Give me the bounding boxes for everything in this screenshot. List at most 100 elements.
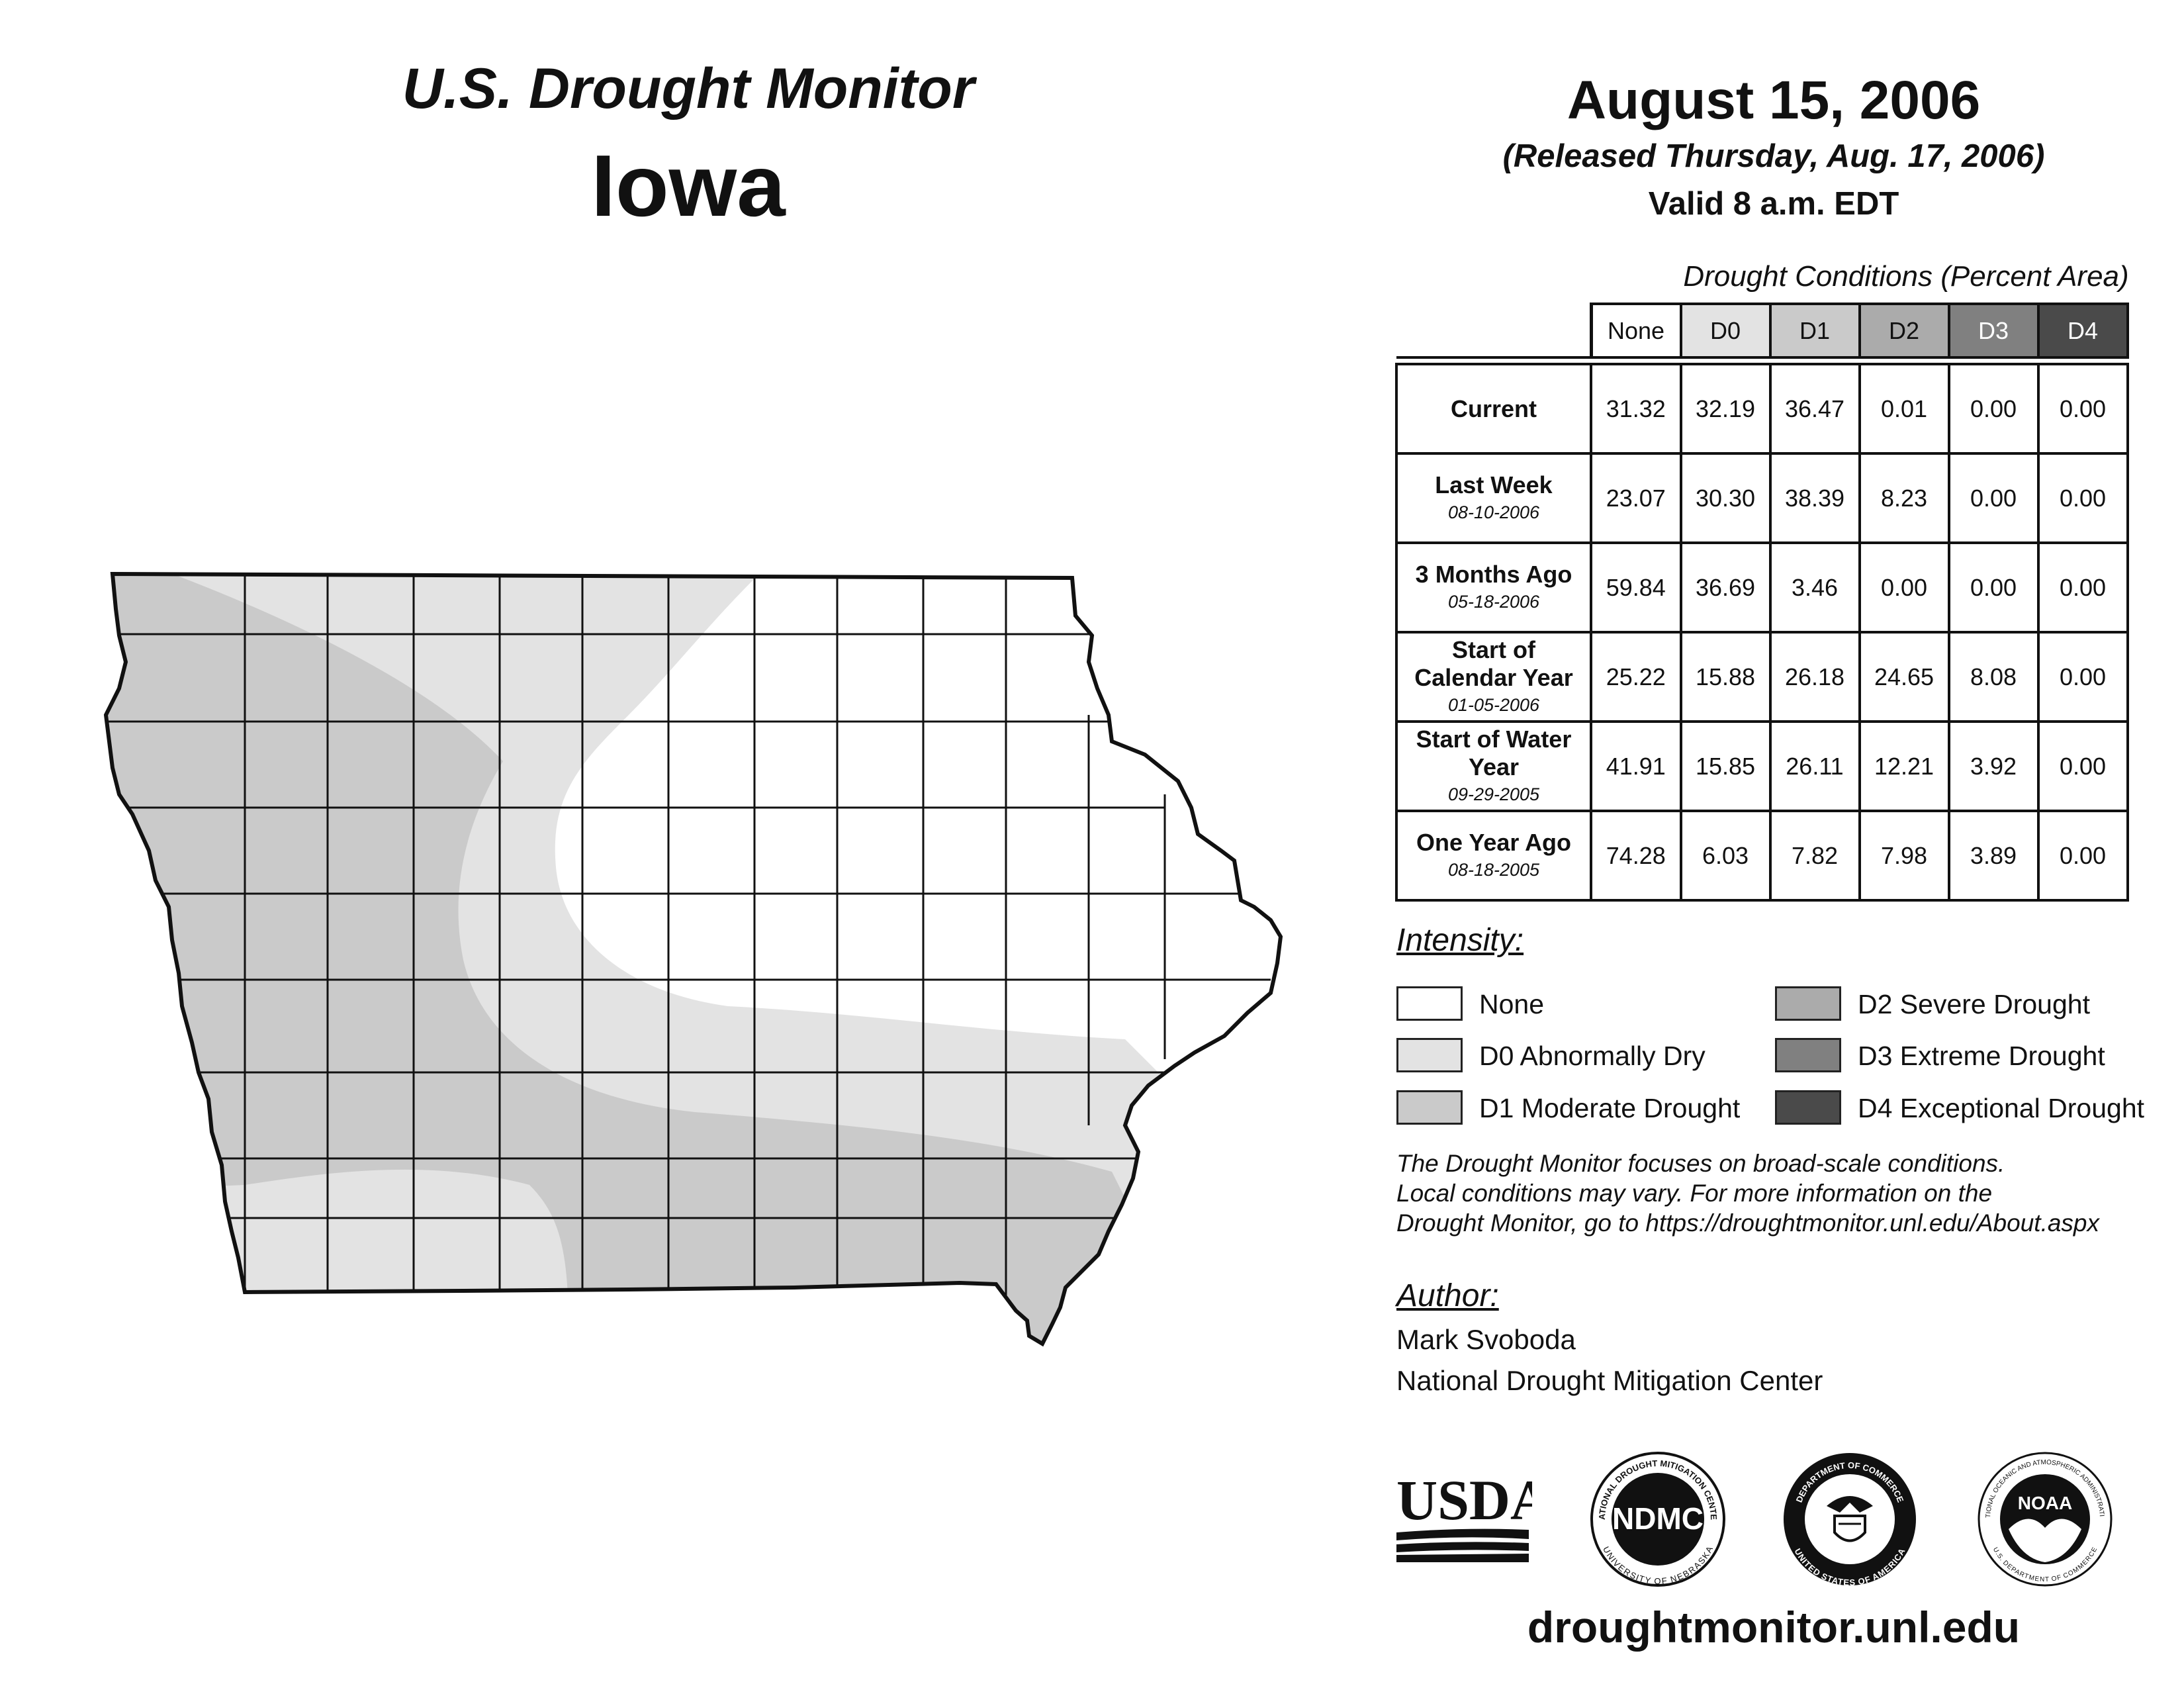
table-cell: 3.92 bbox=[1947, 720, 2040, 812]
table-cell: 0.00 bbox=[2036, 720, 2129, 812]
table-cell: 0.00 bbox=[1947, 363, 2040, 455]
row-label: Current bbox=[1395, 363, 1592, 455]
row-date: 08-10-2006 bbox=[1447, 502, 1540, 522]
iowa-drought-map bbox=[103, 571, 1283, 1347]
table-cell: 0.00 bbox=[2036, 452, 2129, 544]
row-label-text: One Year Ago bbox=[1416, 828, 1572, 856]
website-url[interactable]: droughtmonitor.unl.edu bbox=[1527, 1603, 2021, 1652]
table-row: Last Week 08-10-2006 23.07 30.30 38.39 8.23 0.… bbox=[1395, 452, 2129, 544]
table-cell: 25.22 bbox=[1590, 631, 1682, 723]
row-label-text: Start of Water Year bbox=[1416, 725, 1572, 780]
table-row: Current 31.32 32.19 36.47 0.01 0.00 0.00 bbox=[1395, 363, 2129, 455]
table-row: Start of Water Year 09-29-2005 41.91 15.85 2… bbox=[1395, 720, 2129, 812]
row-label-text: Last Week bbox=[1435, 471, 1553, 498]
legend-label: None bbox=[1479, 989, 1545, 1019]
iowa-state-outline bbox=[103, 571, 1283, 1347]
author-title: Author: bbox=[1396, 1278, 1499, 1313]
column-header-none: None bbox=[1590, 303, 1682, 359]
legend-swatch bbox=[1396, 1038, 1463, 1072]
table-cell: 8.23 bbox=[1858, 452, 1950, 544]
legend-swatch bbox=[1396, 986, 1463, 1021]
column-header-d4: D4 bbox=[2036, 303, 2129, 359]
row-label: Last Week 08-10-2006 bbox=[1395, 452, 1592, 544]
legend-swatch bbox=[1775, 986, 1841, 1021]
table-cell: 8.08 bbox=[1947, 631, 2040, 723]
table-cell: 41.91 bbox=[1590, 720, 1682, 812]
row-label: 3 Months Ago 05-18-2006 bbox=[1395, 541, 1592, 633]
table-row: 3 Months Ago 05-18-2006 59.84 36.69 3.46 0.00… bbox=[1395, 541, 2129, 633]
table-cell: 26.11 bbox=[1768, 720, 1861, 812]
table-cell: 26.18 bbox=[1768, 631, 1861, 723]
table-cell: 59.84 bbox=[1590, 541, 1682, 633]
release-date: (Released Thursday, Aug. 17, 2006) bbox=[1502, 138, 2045, 174]
table-cell: 74.28 bbox=[1590, 810, 1682, 902]
row-date: 05-18-2006 bbox=[1447, 591, 1540, 612]
row-date: 01-05-2006 bbox=[1447, 694, 1540, 715]
table-cell: 0.01 bbox=[1858, 363, 1950, 455]
map-date: August 15, 2006 bbox=[1567, 70, 1981, 130]
column-header-d3: D3 bbox=[1947, 303, 2040, 359]
table-cell: 15.85 bbox=[1679, 720, 1772, 812]
table-cell: 0.00 bbox=[2036, 363, 2129, 455]
table-cell: 38.39 bbox=[1768, 452, 1861, 544]
table-row: One Year Ago 08-18-2005 74.28 6.03 7.82 7.98 3… bbox=[1395, 810, 2129, 902]
legend-title: Intensity: bbox=[1396, 923, 1524, 958]
row-label-text: Current bbox=[1450, 395, 1537, 422]
valid-time: Valid 8 a.m. EDT bbox=[1648, 186, 1899, 222]
table-cell: 7.82 bbox=[1768, 810, 1861, 902]
legend-label: D2 Severe Drought bbox=[1858, 989, 2090, 1019]
table-cell: 6.03 bbox=[1679, 810, 1772, 902]
drought-conditions-table: None D0 D1 D2 D3 D4 Current 31.32 32.19 36.… bbox=[1395, 303, 2129, 902]
table-cell: 24.65 bbox=[1858, 631, 1950, 723]
table-corner bbox=[1396, 304, 1593, 359]
table-cell: 3.89 bbox=[1947, 810, 2040, 902]
table-cell: 0.00 bbox=[1947, 452, 2040, 544]
table-cell: 15.88 bbox=[1679, 631, 1772, 723]
table-cell: 0.00 bbox=[1947, 541, 2040, 633]
table-cell: 0.00 bbox=[2036, 810, 2129, 902]
state-name: Iowa bbox=[591, 137, 786, 234]
table-cell: 0.00 bbox=[1858, 541, 1950, 633]
table-cell: 7.98 bbox=[1858, 810, 1950, 902]
note-line-1: The Drought Monitor focuses on broad-sca… bbox=[1396, 1150, 2005, 1177]
row-label: Start of Water Year 09-29-2005 bbox=[1395, 720, 1592, 812]
legend-swatch bbox=[1396, 1090, 1463, 1125]
legend-label: D4 Exceptional Drought bbox=[1858, 1093, 2145, 1123]
table-caption: Drought Conditions (Percent Area) bbox=[1683, 260, 2129, 293]
legend-label: D0 Abnormally Dry bbox=[1479, 1041, 1706, 1071]
column-header-d1: D1 bbox=[1768, 303, 1861, 359]
legend-label: D3 Extreme Drought bbox=[1858, 1041, 2105, 1071]
table-row: Start of Calendar Year 01-05-2006 25.22 15.… bbox=[1395, 631, 2129, 723]
ndmc-logo-text: NDMC bbox=[1612, 1501, 1704, 1536]
table-cell: 36.47 bbox=[1768, 363, 1861, 455]
map-title: U.S. Drought Monitor bbox=[402, 57, 975, 120]
table-cell: 0.00 bbox=[2036, 541, 2129, 633]
map-d1-area bbox=[106, 574, 1152, 1344]
table-cell: 36.69 bbox=[1679, 541, 1772, 633]
table-cell: 32.19 bbox=[1679, 363, 1772, 455]
row-label: Start of Calendar Year 01-05-2006 bbox=[1395, 631, 1592, 723]
row-date: 09-29-2005 bbox=[1447, 784, 1540, 804]
noaa-logo: NATIONAL OCEANIC AND ATMOSPHERIC ADMINIS… bbox=[1976, 1450, 2113, 1587]
usda-logo-text: USDA bbox=[1396, 1468, 1532, 1532]
row-label-text: Start of Calendar Year bbox=[1414, 635, 1573, 691]
note-line-3: Drought Monitor, go to https://droughtmo… bbox=[1396, 1209, 2099, 1237]
disclaimer-note: The Drought Monitor focuses on broad-sca… bbox=[1396, 1149, 2158, 1238]
legend-swatch bbox=[1775, 1090, 1841, 1125]
usda-logo: USDA bbox=[1396, 1468, 1532, 1562]
table-cell: 30.30 bbox=[1679, 452, 1772, 544]
author-organization: National Drought Mitigation Center bbox=[1396, 1365, 1823, 1396]
table-cell: 3.46 bbox=[1768, 541, 1861, 633]
department-of-commerce-seal: DEPARTMENT OF COMMERCE UNITED STATES OF … bbox=[1784, 1453, 1916, 1587]
row-label-text: 3 Months Ago bbox=[1415, 560, 1572, 588]
column-header-d2: D2 bbox=[1858, 303, 1950, 359]
table-cell: 31.32 bbox=[1590, 363, 1682, 455]
table-cell: 12.21 bbox=[1858, 720, 1950, 812]
author-name: Mark Svoboda bbox=[1396, 1324, 1576, 1355]
county-lines bbox=[106, 576, 1271, 1297]
legend-label: D1 Moderate Drought bbox=[1479, 1093, 1741, 1123]
row-label: One Year Ago 08-18-2005 bbox=[1395, 810, 1592, 902]
table-cell: 23.07 bbox=[1590, 452, 1682, 544]
noaa-logo-text: NOAA bbox=[2018, 1493, 2072, 1513]
table-cell: 0.00 bbox=[2036, 631, 2129, 723]
